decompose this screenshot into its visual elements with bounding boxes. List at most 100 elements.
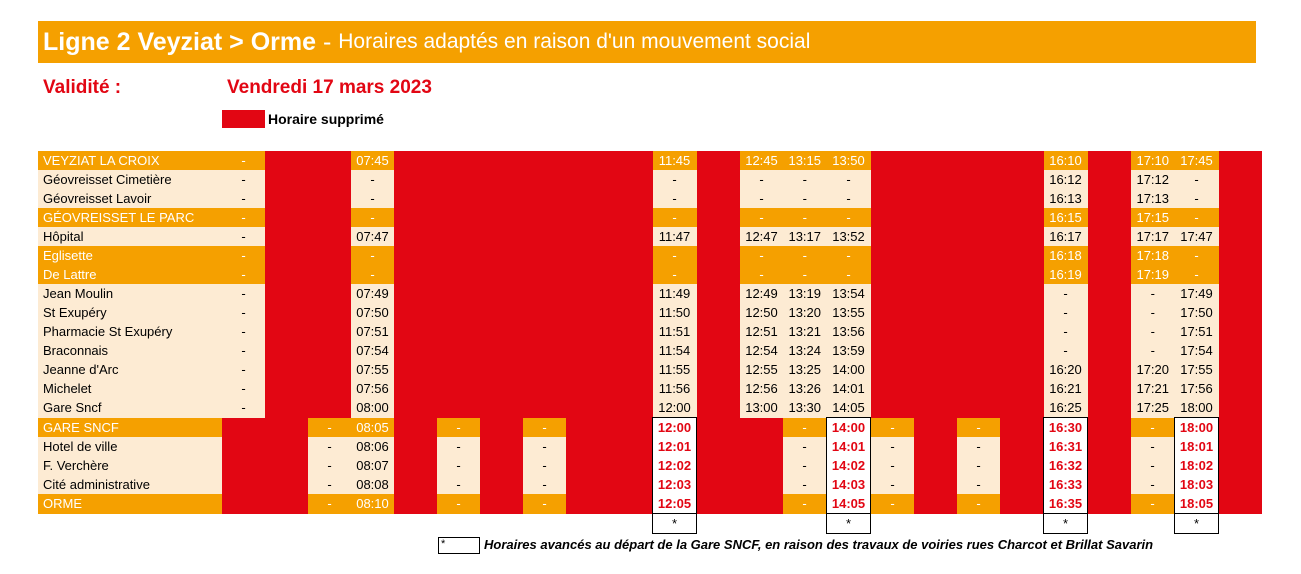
time-cell: - (523, 417, 566, 437)
suppressed-cell (566, 437, 609, 456)
suppressed-cell (696, 265, 740, 284)
time-cell: 11:55 (652, 360, 697, 379)
time-cell: - (957, 494, 1000, 514)
time-cell: - (351, 189, 394, 208)
suppressed-cell (740, 475, 783, 494)
time-cell: 12:47 (740, 227, 783, 246)
time-cell: - (308, 456, 351, 475)
time-cell: - (652, 170, 697, 189)
time-cell: - (826, 208, 871, 227)
suppressed-cell (308, 151, 351, 170)
suppressed-cell (437, 322, 480, 341)
time-cell: - (351, 265, 394, 284)
suppressed-cell (437, 227, 480, 246)
time-cell: 13:00 (740, 398, 783, 418)
suppressed-cell (1000, 494, 1044, 514)
suppressed-cell (1000, 417, 1044, 437)
advanced-time-cell: 14:01 (826, 437, 871, 456)
suppressed-cell (914, 227, 957, 246)
suppressed-cell (1087, 398, 1131, 418)
time-cell: 13:54 (826, 284, 871, 303)
stop-name: De Lattre (38, 265, 222, 284)
suppressed-cell (870, 322, 914, 341)
suppressed-cell (696, 208, 740, 227)
suppressed-cell (394, 417, 437, 437)
empty-cell (38, 513, 222, 534)
stop-name: Jeanne d'Arc (38, 360, 222, 379)
validity-label: Validité : (43, 77, 122, 98)
suppressed-cell (308, 360, 351, 379)
time-cell: 17:55 (1174, 360, 1219, 379)
suppressed-cell (1218, 227, 1262, 246)
timetable-row: Géovreisset Lavoir - - - - - -16:13 17:13- (38, 189, 1262, 208)
suppressed-cell (1218, 322, 1262, 341)
time-cell: 08:05 (351, 417, 394, 437)
suppressed-cell (437, 360, 480, 379)
suppressed-cell (870, 208, 914, 227)
suppressed-cell (480, 246, 523, 265)
title-banner: Ligne 2 Veyziat > Orme - Horaires adapté… (38, 21, 1256, 63)
suppressed-cell (480, 456, 523, 475)
time-cell: 17:18 (1131, 246, 1175, 265)
suppressed-cell (566, 151, 609, 170)
suppressed-cell (394, 227, 437, 246)
suppressed-cell (265, 494, 308, 514)
time-cell: 07:45 (351, 151, 394, 170)
time-cell: 13:30 (783, 398, 827, 418)
time-cell: - (351, 246, 394, 265)
stop-name: Michelet (38, 379, 222, 398)
suppressed-cell (265, 322, 308, 341)
suppressed-cell (1000, 341, 1044, 360)
suppressed-cell (394, 456, 437, 475)
time-cell: 12:00 (652, 398, 697, 418)
stop-name: Géovreisset Lavoir (38, 189, 222, 208)
suppressed-cell (1000, 170, 1044, 189)
empty-cell (696, 513, 740, 534)
suppressed-cell (394, 475, 437, 494)
time-cell: - (1043, 303, 1088, 322)
time-cell: - (222, 303, 265, 322)
time-cell: - (1131, 284, 1175, 303)
stop-name: Braconnais (38, 341, 222, 360)
suppressed-cell (609, 208, 653, 227)
suppressed-cell (480, 341, 523, 360)
time-cell: 17:15 (1131, 208, 1175, 227)
suppressed-cell (437, 303, 480, 322)
suppressed-cell (222, 417, 265, 437)
suppressed-cell (609, 379, 653, 398)
time-cell: 13:24 (783, 341, 827, 360)
time-cell: 16:10 (1043, 151, 1088, 170)
time-cell: - (783, 417, 827, 437)
advanced-time-cell: 12:03 (652, 475, 697, 494)
footnote-text: Horaires avancés au départ de la Gare SN… (484, 537, 1154, 552)
time-cell: - (652, 265, 697, 284)
advanced-time-cell: 16:35 (1043, 494, 1088, 514)
stop-name: Hôpital (38, 227, 222, 246)
suppressed-cell (523, 303, 566, 322)
time-cell: 07:54 (351, 341, 394, 360)
suppressed-cell (609, 456, 653, 475)
suppressed-cell (523, 170, 566, 189)
suppressed-cell (308, 170, 351, 189)
suppressed-cell (222, 437, 265, 456)
time-cell: - (523, 494, 566, 514)
suppressed-cell (957, 208, 1000, 227)
time-cell: 17:12 (1131, 170, 1175, 189)
timetable-row: ORME -08:10- -12:05-14:05- -16:35-18:05 (38, 494, 1262, 514)
suppressed-cell (1000, 360, 1044, 379)
time-cell: - (222, 284, 265, 303)
suppressed-cell (566, 265, 609, 284)
time-cell: 08:06 (351, 437, 394, 456)
timetable-row: Cité administrative -08:08- -12:03-14:03- -… (38, 475, 1262, 494)
timetable-row: De Lattre - - - - - -16:19 17:19- (38, 265, 1262, 284)
advanced-time-cell: 14:02 (826, 456, 871, 475)
suppressed-cell (265, 303, 308, 322)
suppressed-cell (1087, 208, 1131, 227)
suppressed-cell (1000, 246, 1044, 265)
time-cell: 17:56 (1174, 379, 1219, 398)
time-cell: 08:07 (351, 456, 394, 475)
suppressed-cell (914, 151, 957, 170)
stop-name: ORME (38, 494, 222, 514)
empty-cell (957, 513, 1000, 534)
time-cell: 13:25 (783, 360, 827, 379)
